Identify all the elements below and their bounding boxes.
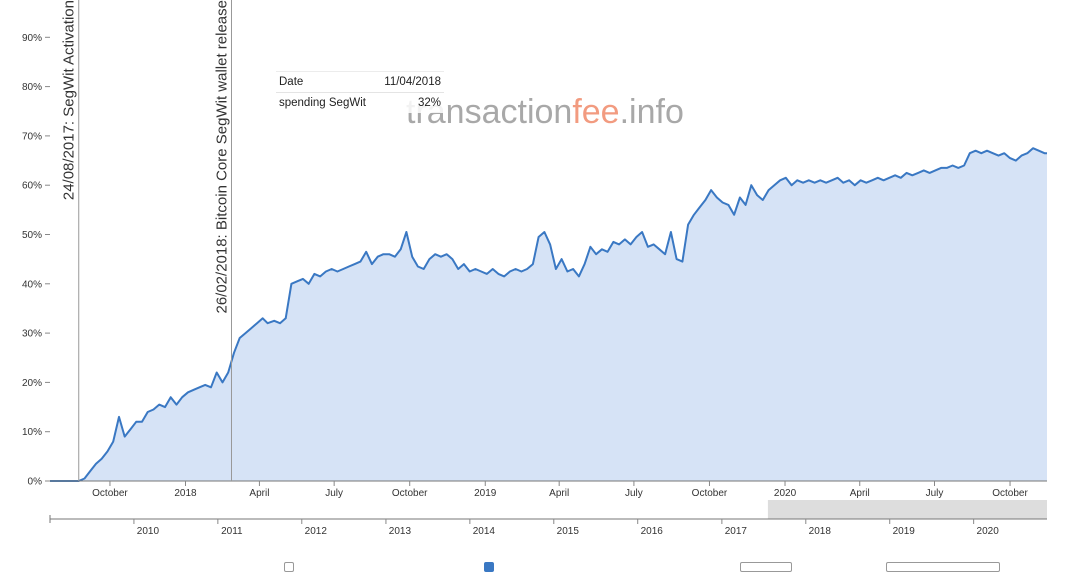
x-tick-label: 2020 (774, 488, 797, 499)
navigator-tick-label: 2010 (137, 526, 160, 537)
y-tick-label: 20% (22, 378, 42, 389)
navigator-tick-label: 2013 (389, 526, 412, 537)
y-tick-label: 50% (22, 230, 42, 241)
tooltip-metric-label: spending SegWit (279, 97, 366, 109)
tooltip-date-value: 11/04/2018 (384, 76, 441, 88)
tooltip-row-date: Date 11/04/2018 (276, 71, 444, 92)
x-tick-label: October (92, 488, 128, 499)
navigator-tick-label: 2020 (977, 526, 1000, 537)
y-tick-label: 10% (22, 427, 42, 438)
x-tick-label: April (549, 488, 569, 499)
navigator-tick-label: 2017 (725, 526, 748, 537)
navigator-selection (767, 500, 1047, 519)
y-tick-label: 90% (22, 33, 42, 44)
x-tick-label: October (992, 488, 1028, 499)
navigator-tick-label: 2011 (221, 526, 243, 537)
watermark-part-3: .info (620, 93, 684, 131)
control-checkbox-1[interactable] (284, 562, 294, 572)
series-line (50, 147, 1047, 482)
annotation-label: 24/08/2017: SegWit Activation (61, 0, 78, 200)
navigator-tick-label: 2019 (893, 526, 916, 537)
tooltip-row-metric: spending SegWit 32% (276, 92, 444, 113)
x-tick-label: July (325, 488, 343, 499)
x-tick-label: April (249, 488, 269, 499)
series-area (50, 148, 1047, 481)
tooltip: Date 11/04/2018 spending SegWit 32% (276, 71, 444, 113)
x-tick-label: October (692, 488, 728, 499)
y-tick-label: 40% (22, 279, 42, 290)
navigator-tick-label: 2014 (473, 526, 496, 537)
x-tick-label: October (392, 488, 428, 499)
navigator-tick-label: 2018 (809, 526, 832, 537)
y-tick-label: 70% (22, 131, 42, 142)
control-select-2[interactable] (886, 562, 1000, 572)
watermark-part-2: fee (572, 93, 619, 131)
bottom-controls (0, 560, 1080, 572)
x-tick-label: July (625, 488, 643, 499)
y-tick-label: 30% (22, 329, 42, 340)
x-tick-label: 2018 (174, 488, 197, 499)
x-tick-label: July (926, 488, 944, 499)
tooltip-metric-value: 32% (417, 97, 441, 109)
watermark-text: transactionfee.info (406, 93, 684, 131)
y-tick-label: 60% (22, 181, 42, 192)
annotation-label: 26/02/2018: Bitcoin Core SegWit wallet r… (213, 0, 230, 314)
y-tick-label: 0% (28, 477, 43, 488)
tooltip-date-label: Date (279, 76, 304, 88)
x-tick-label: April (850, 488, 870, 499)
y-tick-label: 80% (22, 82, 42, 93)
navigator-tick-label: 2015 (557, 526, 580, 537)
x-tick-label: 2019 (474, 488, 497, 499)
control-select-1[interactable] (740, 562, 792, 572)
navigator-tick-label: 2016 (641, 526, 664, 537)
control-checkbox-2[interactable] (484, 562, 494, 572)
navigator-tick-label: 2012 (305, 526, 328, 537)
